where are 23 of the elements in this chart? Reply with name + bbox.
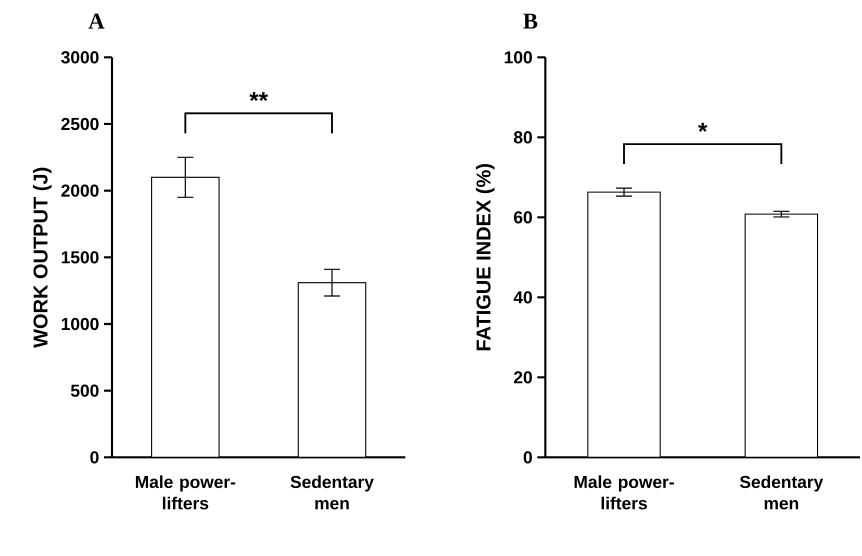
x-tick-label: Male power-lifters <box>136 475 236 510</box>
y-tick-label: 60 <box>514 211 532 224</box>
y-tick-label: 80 <box>514 131 532 144</box>
y-tick-label: 2000 <box>61 184 99 197</box>
x-tick-label: Male power-lifters <box>574 475 674 510</box>
y-axis-title: FATIGUE INDEX (%) <box>476 164 495 350</box>
y-tick-label: 1500 <box>62 251 99 264</box>
y-tick-label: 100 <box>504 51 532 64</box>
y-tick-label: 1000 <box>62 318 99 330</box>
y-axis-title: WORK OUTPUT (J) <box>32 168 52 348</box>
x-tick-label: Sedentary men <box>290 475 374 510</box>
y-tick-label: 20 <box>514 371 532 384</box>
y-tick-label: 0 <box>524 451 532 464</box>
chart-title: B <box>523 14 538 29</box>
y-tick-label: 40 <box>514 291 532 304</box>
annotation: * <box>698 122 708 132</box>
y-tick-label: 3000 <box>61 51 99 64</box>
y-tick-label: 2500 <box>61 118 99 130</box>
y-tick-label: 500 <box>70 384 99 397</box>
annotation: ** <box>249 92 268 102</box>
chart-title: A <box>88 14 104 29</box>
x-tick-label: Sedentary men <box>740 475 824 510</box>
y-tick-label: 0 <box>90 451 99 464</box>
